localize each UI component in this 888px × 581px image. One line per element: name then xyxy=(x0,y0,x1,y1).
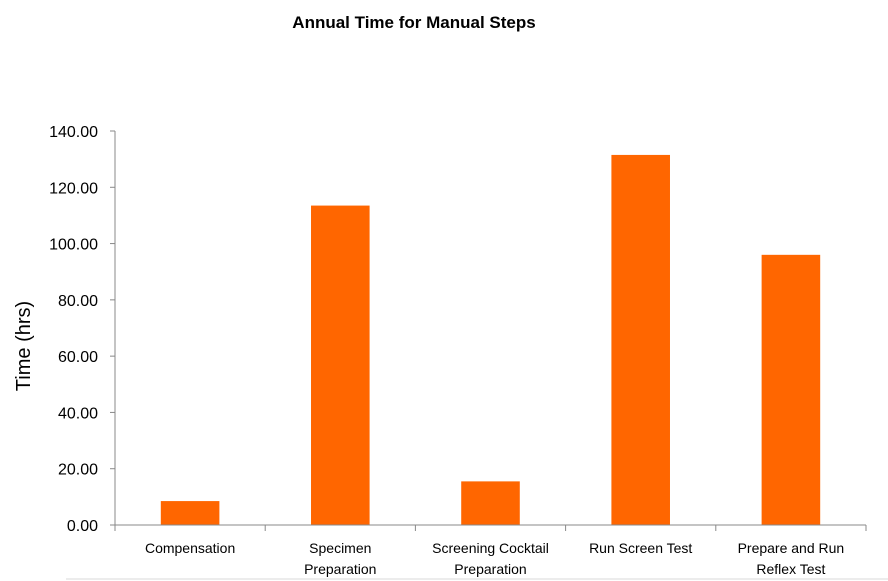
x-axis xyxy=(114,524,867,531)
y-tick-label: 80.00 xyxy=(58,293,98,310)
category-label: Run Screen Test xyxy=(589,540,692,556)
category-labels: Compensation Specimen Preparation Screening… xyxy=(145,540,844,577)
bar xyxy=(311,205,370,526)
category-label: Compensation xyxy=(145,540,235,556)
y-tick-label: 120.00 xyxy=(49,180,98,197)
y-tick-label: 20.00 xyxy=(58,462,98,479)
category-label: Prepare and Run Reflex Test xyxy=(738,540,845,577)
category-label: Specimen Preparation xyxy=(304,540,376,577)
bars xyxy=(160,154,821,526)
y-tick-label: 140.00 xyxy=(49,124,98,141)
y-axis-ticks: 0.00 20.00 40.00 60.00 80.00 100.00 120.00 140.… xyxy=(49,124,116,535)
bar xyxy=(761,254,821,526)
bar xyxy=(160,501,220,525)
category-label: Screening Cocktail Preparation xyxy=(432,540,549,577)
y-axis-title: Time (hrs) xyxy=(13,301,35,391)
bar xyxy=(611,154,670,525)
y-tick-label: 60.00 xyxy=(58,349,98,366)
y-tick-label: 40.00 xyxy=(58,405,98,422)
bar xyxy=(461,481,520,525)
chart-title: Annual Time for Manual Steps xyxy=(292,13,535,32)
y-tick-label: 100.00 xyxy=(49,237,98,254)
y-tick-label: 0.00 xyxy=(67,518,98,535)
